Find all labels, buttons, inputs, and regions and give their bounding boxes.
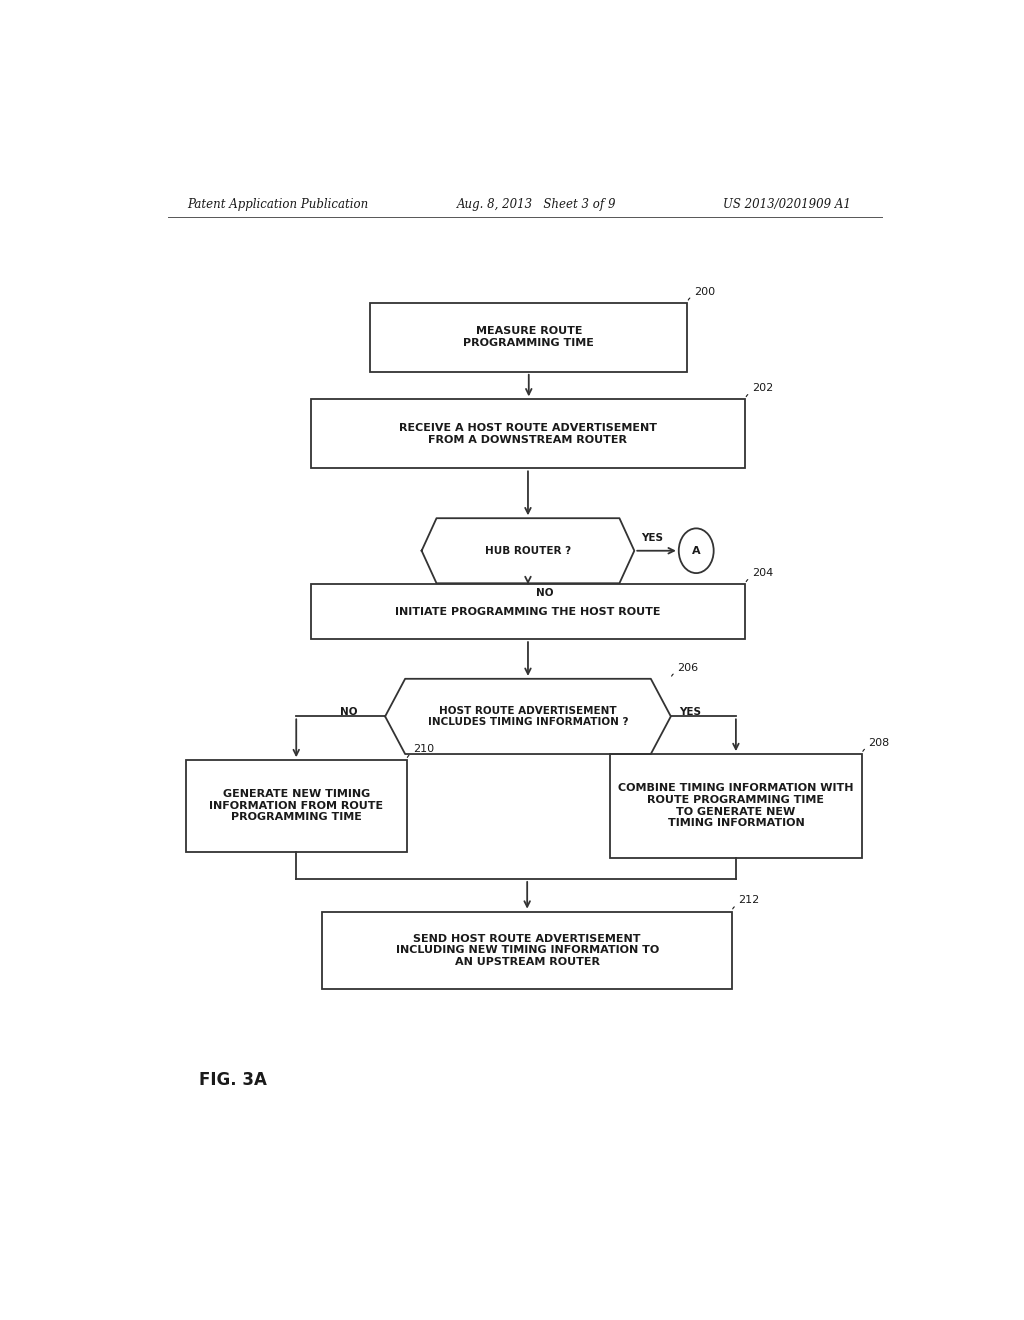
- Text: 212: 212: [738, 895, 760, 906]
- Text: 206: 206: [677, 663, 698, 673]
- Text: RECEIVE A HOST ROUTE ADVERTISEMENT
FROM A DOWNSTREAM ROUTER: RECEIVE A HOST ROUTE ADVERTISEMENT FROM …: [399, 422, 657, 445]
- Bar: [186, 760, 407, 851]
- Text: FIG. 3A: FIG. 3A: [200, 1072, 267, 1089]
- Text: GENERATE NEW TIMING
INFORMATION FROM ROUTE
PROGRAMMING TIME: GENERATE NEW TIMING INFORMATION FROM ROU…: [209, 789, 383, 822]
- Text: 202: 202: [752, 383, 773, 393]
- Text: HUB ROUTER ?: HUB ROUTER ?: [485, 545, 571, 556]
- Bar: [310, 585, 745, 639]
- Bar: [310, 399, 745, 469]
- Text: 200: 200: [694, 286, 715, 297]
- Text: 210: 210: [413, 744, 434, 754]
- Text: HOST ROUTE ADVERTISEMENT
INCLUDES TIMING INFORMATION ?: HOST ROUTE ADVERTISEMENT INCLUDES TIMING…: [428, 706, 629, 727]
- Bar: [323, 912, 732, 989]
- Text: Aug. 8, 2013   Sheet 3 of 9: Aug. 8, 2013 Sheet 3 of 9: [458, 198, 616, 211]
- Text: YES: YES: [679, 708, 700, 717]
- Polygon shape: [385, 678, 671, 754]
- Text: NO: NO: [536, 589, 553, 598]
- Bar: [370, 302, 687, 372]
- Polygon shape: [422, 519, 634, 583]
- Text: NO: NO: [340, 708, 357, 717]
- Text: A: A: [692, 545, 700, 556]
- Text: MEASURE ROUTE
PROGRAMMING TIME: MEASURE ROUTE PROGRAMMING TIME: [463, 326, 594, 348]
- Text: SEND HOST ROUTE ADVERTISEMENT
INCLUDING NEW TIMING INFORMATION TO
AN UPSTREAM RO: SEND HOST ROUTE ADVERTISEMENT INCLUDING …: [395, 933, 658, 966]
- Bar: [609, 754, 862, 858]
- Text: YES: YES: [641, 532, 663, 543]
- Text: 204: 204: [752, 568, 773, 578]
- Circle shape: [679, 528, 714, 573]
- Text: INITIATE PROGRAMMING THE HOST ROUTE: INITIATE PROGRAMMING THE HOST ROUTE: [395, 607, 660, 616]
- Text: 208: 208: [868, 738, 890, 748]
- Text: US 2013/0201909 A1: US 2013/0201909 A1: [723, 198, 851, 211]
- Text: COMBINE TIMING INFORMATION WITH
ROUTE PROGRAMMING TIME
TO GENERATE NEW
TIMING IN: COMBINE TIMING INFORMATION WITH ROUTE PR…: [618, 784, 854, 828]
- Text: Patent Application Publication: Patent Application Publication: [187, 198, 369, 211]
